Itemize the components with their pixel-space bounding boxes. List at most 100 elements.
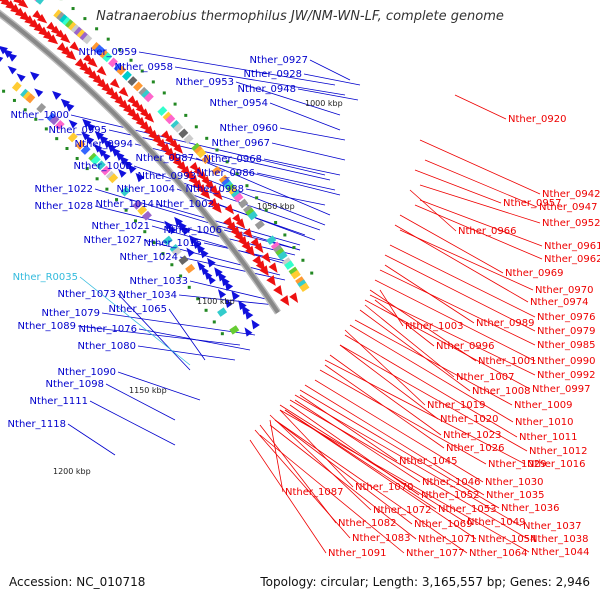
- gene-label-right[interactable]: Nther_0976: [537, 312, 595, 323]
- gene-label-left[interactable]: Nther_1015: [144, 238, 202, 249]
- gene-label-left[interactable]: Nther_0968: [204, 154, 262, 165]
- gene-label-left[interactable]: Nther_1024: [120, 252, 178, 263]
- gene-label-left[interactable]: Nther_0967: [212, 138, 270, 149]
- gene-label-right[interactable]: Nther_1016: [527, 459, 585, 470]
- gene-label-right[interactable]: Nther_1037: [523, 521, 581, 532]
- gene-label-right[interactable]: Nther_0992: [537, 370, 595, 381]
- gene-label-right[interactable]: Nther_0979: [537, 326, 595, 337]
- gene-label-left[interactable]: Nther_0928: [244, 69, 302, 80]
- gene-label-right[interactable]: Nther_1001: [478, 356, 536, 367]
- gene-label-left[interactable]: Nther_0948: [238, 84, 296, 95]
- gene-label-left[interactable]: Nther_0960: [220, 123, 278, 134]
- gene-label-left[interactable]: Nther_1033: [130, 276, 188, 287]
- gene-label-right[interactable]: Nther_0961: [544, 241, 600, 252]
- gene-label-right[interactable]: Nther_1011: [519, 432, 577, 443]
- gene-label-right[interactable]: Nther_1064: [469, 548, 527, 559]
- gene-label-left[interactable]: Nther_0987: [136, 153, 194, 164]
- gene-label-left[interactable]: Nther_0927: [250, 55, 308, 66]
- gene-label-right[interactable]: Nther_1087: [285, 487, 343, 498]
- gene-label-right[interactable]: Nther_1019: [427, 400, 485, 411]
- gene-label-right[interactable]: Nther_1036: [501, 503, 559, 514]
- gene-label-right[interactable]: Nther_1008: [472, 386, 530, 397]
- gene-label-right[interactable]: Nther_1091: [328, 548, 386, 559]
- gene-label-left[interactable]: Nther_0986: [197, 168, 255, 179]
- gene-label-left[interactable]: Nther_1006: [164, 225, 222, 236]
- gene-label-left[interactable]: Nther_1027: [84, 235, 142, 246]
- gene-label-right[interactable]: Nther_1038: [530, 534, 588, 545]
- gene-label-right[interactable]: Nther_0947: [539, 202, 597, 213]
- gene-label-right[interactable]: Nther_0962: [544, 254, 600, 265]
- gene-label-right[interactable]: Nther_0974: [530, 297, 588, 308]
- gene-label-right[interactable]: Nther_1003: [405, 321, 463, 332]
- gene-label-left[interactable]: Nther_1034: [119, 290, 177, 301]
- gene-label-left[interactable]: Nther_0993: [138, 171, 196, 182]
- cog-box: [185, 264, 195, 274]
- gene-label-right[interactable]: Nther_0989: [476, 318, 534, 329]
- gene-label-right[interactable]: Nther_1009: [514, 400, 572, 411]
- leader-line: [264, 159, 340, 175]
- gene-label-right[interactable]: Nther_1023: [443, 430, 501, 441]
- gene-label-left[interactable]: Nther_1002: [156, 199, 214, 210]
- gene-label-right[interactable]: Nther_0966: [458, 226, 516, 237]
- gene-label-right[interactable]: Nther_0970: [535, 285, 593, 296]
- gene-label-left[interactable]: Nther_1089: [18, 321, 76, 332]
- forward-gene-arrow: [27, 69, 39, 81]
- gene-label-left[interactable]: Nther_0988: [186, 184, 244, 195]
- gene-label-left[interactable]: Nther_0953: [176, 77, 234, 88]
- gene-label-right[interactable]: Nther_1010: [515, 417, 573, 428]
- gene-label-left[interactable]: Nther_1005: [74, 161, 132, 172]
- gene-label-right[interactable]: Nther_0990: [537, 356, 595, 367]
- gene-label-right[interactable]: Nther_0985: [537, 340, 595, 351]
- gene-label-right[interactable]: Nther_1071: [418, 534, 476, 545]
- gene-label-right[interactable]: Nther_1046: [422, 477, 480, 488]
- gene-label-right[interactable]: Nther_0920: [508, 114, 566, 125]
- gene-label-right[interactable]: Nther_1082: [338, 518, 396, 529]
- gene-label-left[interactable]: Nther_1090: [58, 367, 116, 378]
- gene-label-left[interactable]: Nther_1118: [8, 419, 66, 430]
- gene-label-right[interactable]: Nther_1030: [485, 477, 543, 488]
- gene-label-right[interactable]: Nther_1069: [414, 519, 472, 530]
- gene-label-left[interactable]: Nther_1021: [92, 221, 150, 232]
- gene-label-right[interactable]: Nther_1012: [529, 446, 587, 457]
- gene-label-right[interactable]: Nther_1054: [478, 534, 536, 545]
- gene-label-right[interactable]: Nther_1083: [352, 533, 410, 544]
- gene-label-right[interactable]: Nther_1026: [446, 443, 504, 454]
- gene-label-right[interactable]: Nther_0952: [542, 218, 600, 229]
- gene-label-left[interactable]: Nther_1014: [96, 199, 154, 210]
- gene-label-right[interactable]: Nther_0969: [505, 268, 563, 279]
- gene-label-left[interactable]: Nther_1080: [78, 341, 136, 352]
- map-title: Natranaerobius thermophilus JW/NM-WN-LF,…: [0, 9, 600, 24]
- gene-label-left[interactable]: Nther_1028: [35, 201, 93, 212]
- gene-labels[interactable]: Nther_0959 Nther_0958 Nther_0927 Nther_0928…: [8, 47, 600, 559]
- gene-label-left[interactable]: Nther_1000: [11, 110, 69, 121]
- gene-label-left[interactable]: Nther_1004: [117, 184, 175, 195]
- gene-label-left[interactable]: Nther_1073: [58, 289, 116, 300]
- gene-label-right[interactable]: Nther_1072: [373, 505, 431, 516]
- gene-label-left[interactable]: Nther_0959: [79, 47, 137, 58]
- gene-label-left[interactable]: Nther_1065: [109, 304, 167, 315]
- reverse-gene-arrow: [273, 285, 286, 298]
- gene-label-left[interactable]: Nther_0995: [49, 125, 107, 136]
- gene-label-left[interactable]: Nther_0994: [75, 139, 133, 150]
- gene-label-right[interactable]: Nther_1007: [456, 372, 514, 383]
- gene-label-left[interactable]: Nther_1079: [42, 308, 100, 319]
- gene-label-left[interactable]: Nther_1111: [30, 396, 88, 407]
- gene-label-left[interactable]: Nther_0954: [210, 98, 268, 109]
- gene-label-right[interactable]: Nther_1044: [531, 547, 589, 558]
- gene-label-right[interactable]: Nther_0997: [532, 384, 590, 395]
- gene-label-left[interactable]: Nther_1022: [35, 184, 93, 195]
- gene-label-right[interactable]: Nther_1070: [355, 482, 413, 493]
- gene-label-right[interactable]: Nther_1045: [399, 456, 457, 467]
- gene-label-right[interactable]: Nther_0996: [436, 341, 494, 352]
- gene-label-left[interactable]: Nther_1098: [46, 379, 104, 390]
- gene-label-right[interactable]: Nther_1052: [421, 490, 479, 501]
- rna-label[interactable]: Nther_R0035: [13, 272, 78, 283]
- gene-label-right[interactable]: Nther_1020: [440, 414, 498, 425]
- gene-label-left[interactable]: Nther_1076: [79, 324, 137, 335]
- gene-label-right[interactable]: Nther_1077: [406, 548, 464, 559]
- gene-label-left[interactable]: Nther_0958: [115, 62, 173, 73]
- gene-label-right[interactable]: Nther_1035: [486, 490, 544, 501]
- accession-text: Accession: NC_010718: [9, 575, 145, 589]
- gene-label-right[interactable]: Nther_1049: [467, 517, 525, 528]
- gene-label-right[interactable]: Nther_1053: [438, 504, 496, 515]
